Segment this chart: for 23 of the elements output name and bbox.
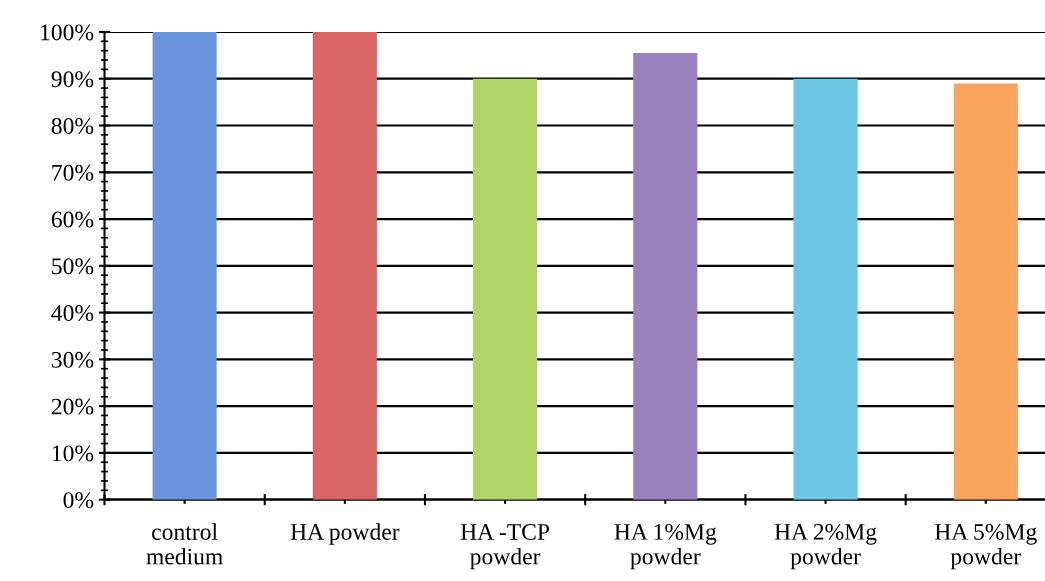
x-tick-label: HA 2%Mg powder — [774, 523, 877, 570]
x-tick-label: HA powder — [290, 523, 400, 545]
y-tick-label: 60% — [51, 211, 94, 228]
y-tick-label: 20% — [51, 398, 94, 415]
x-tick-label: HA 5%Mg powder — [934, 523, 1037, 570]
x-tick-label: HA -TCP powder — [460, 524, 550, 570]
y-tick-label: 50% — [52, 258, 94, 275]
y-tick-label: 90% — [51, 71, 94, 88]
bar — [953, 83, 1018, 500]
bar — [633, 53, 698, 500]
y-tick-label: 0% — [63, 492, 94, 509]
bar — [312, 31, 377, 500]
bar — [793, 78, 858, 500]
x-tick-label: HA 1%Mg powder — [614, 523, 717, 570]
y-tick-label: 70% — [52, 164, 94, 181]
y-tick-label: 40% — [51, 305, 94, 322]
y-tick-label: 10% — [52, 445, 94, 462]
bar — [152, 31, 217, 500]
x-tick-label: control medium — [146, 523, 223, 565]
bar — [473, 78, 538, 500]
y-tick-label: 100% — [41, 24, 94, 41]
y-tick-label: 80% — [51, 117, 94, 134]
y-tick-label: 30% — [51, 351, 94, 368]
